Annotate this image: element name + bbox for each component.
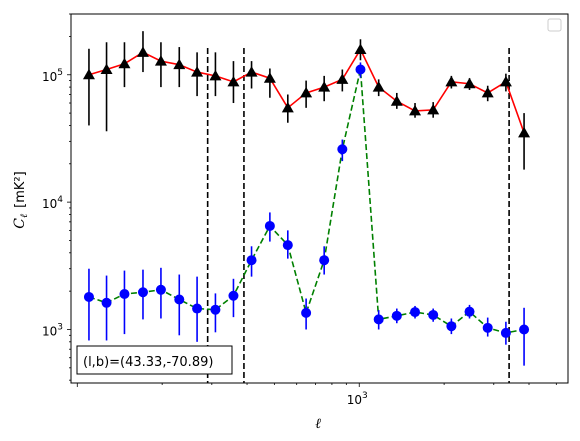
data-point — [481, 86, 494, 98]
data-point — [227, 75, 240, 87]
data-point — [463, 77, 476, 89]
data-point — [264, 220, 275, 231]
data-point — [209, 69, 222, 81]
data-point — [119, 288, 130, 299]
data-point — [355, 64, 366, 75]
data-point — [173, 58, 186, 70]
data-point — [445, 75, 458, 87]
data-point — [428, 309, 439, 320]
plot-background — [71, 14, 568, 383]
data-point — [210, 304, 221, 315]
data-point — [101, 297, 112, 308]
y-tick-label: 103 — [42, 322, 63, 338]
data-point — [519, 324, 530, 335]
data-point — [82, 68, 95, 80]
data-point — [192, 303, 203, 314]
data-point — [281, 101, 294, 113]
y-tick-label: 104 — [42, 195, 63, 211]
x-axis-label: ℓ — [315, 416, 321, 432]
data-point — [499, 75, 512, 87]
legend-box — [547, 18, 562, 32]
y-axis-label-main: C — [12, 218, 28, 229]
data-point — [263, 72, 276, 83]
data-point — [390, 95, 403, 106]
data-point — [245, 66, 258, 77]
data-point — [118, 57, 131, 69]
data-point — [228, 290, 239, 301]
data-point — [409, 104, 422, 116]
series-0 — [82, 31, 531, 170]
y-axis-label-sub: ℓ — [19, 214, 30, 218]
y-axis-label-unit: [mK²] — [13, 171, 28, 208]
y-tick-label: 105 — [42, 68, 63, 84]
ticks-layer: 103 103 104 105 — [42, 13, 557, 407]
data-point — [282, 240, 293, 251]
data-point — [500, 327, 511, 338]
data-point — [518, 126, 531, 138]
data-point — [318, 81, 331, 92]
data-point — [337, 144, 348, 155]
data-point — [336, 73, 349, 84]
data-point — [246, 255, 257, 266]
data-point — [136, 46, 149, 57]
data-point — [464, 306, 475, 317]
data-point — [319, 255, 330, 266]
data-point — [191, 66, 204, 77]
data-point — [482, 322, 493, 333]
data-point — [155, 284, 166, 295]
data-point — [300, 86, 313, 98]
data-point — [137, 287, 148, 298]
data-point — [100, 63, 113, 74]
data-point — [301, 307, 312, 318]
annotation-box: (l,b)=(43.33,-70.89) — [76, 345, 233, 375]
data-point — [410, 307, 421, 318]
data-point — [154, 55, 167, 66]
data-point — [373, 314, 384, 325]
data-point — [391, 310, 402, 321]
vertical-dashed-lines — [206, 48, 510, 383]
data-point — [427, 103, 440, 115]
data-point — [83, 291, 94, 302]
series-1 — [83, 62, 530, 366]
svg-text:Cℓ[mK²]: Cℓ [mK²] — [12, 171, 30, 228]
data-point — [174, 294, 185, 305]
data-point — [372, 81, 385, 92]
x-tick-label: 103 — [347, 391, 368, 407]
data-point — [354, 43, 367, 54]
data-point — [446, 321, 457, 332]
plot-frame — [70, 13, 569, 384]
y-axis-label: Cℓ [mK²] — [12, 171, 30, 228]
series-layer — [82, 31, 531, 366]
annotation-text: (l,b)=(43.33,-70.89) — [83, 355, 213, 370]
